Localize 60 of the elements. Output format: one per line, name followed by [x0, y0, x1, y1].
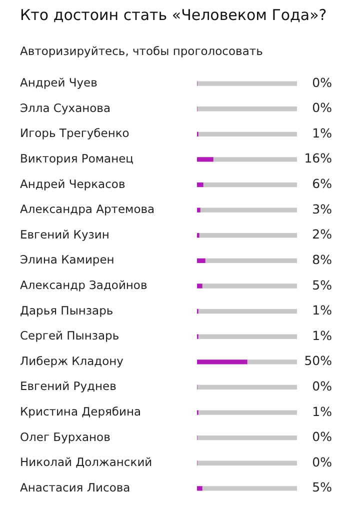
bar	[197, 384, 297, 390]
data-label: 6%	[312, 176, 332, 192]
bar	[198, 233, 297, 238]
bar	[197, 157, 214, 162]
bar	[212, 157, 297, 162]
y-tick-label: Евгений Кузин	[20, 227, 110, 242]
data-label: 1%	[312, 328, 332, 343]
data-label: 5%	[312, 480, 332, 495]
data-label: 1%	[312, 302, 332, 318]
data-label: 8%	[312, 252, 332, 267]
bar	[204, 258, 297, 264]
data-label: 2%	[312, 226, 332, 242]
data-label: 3%	[312, 201, 332, 216]
chart-subtitle: Авторизируйтесь, чтобы проголосовать	[20, 44, 263, 58]
bar	[200, 208, 297, 212]
bar	[197, 360, 248, 364]
data-label: 16%	[304, 150, 332, 166]
data-label: 1%	[312, 125, 332, 140]
y-tick-label: Анастасия Лисова	[20, 480, 130, 494]
y-tick-label: Олег Бурханов	[20, 430, 111, 444]
bar	[197, 284, 202, 288]
bar	[197, 436, 297, 440]
bar	[197, 106, 297, 112]
bar	[197, 81, 297, 86]
data-label: 0%	[312, 378, 332, 394]
data-label: 0%	[312, 74, 332, 90]
bar	[202, 182, 297, 188]
y-tick-label: Виктория Романец	[20, 151, 134, 166]
bar	[198, 334, 297, 339]
y-tick-label: Элина Камирен	[20, 252, 114, 267]
y-tick-label: Кристина Дерябина	[20, 404, 142, 419]
data-label: 50%	[304, 353, 332, 368]
y-tick-label: Андрей Черкасов	[20, 176, 126, 191]
data-label: 5%	[312, 277, 332, 292]
bar	[197, 486, 202, 491]
bar	[198, 308, 297, 314]
y-tick-label: Николай Должанский	[20, 455, 152, 470]
y-tick-label: Либерж Кладону	[20, 354, 124, 368]
y-tick-label: Александр Задойнов	[20, 278, 148, 292]
y-tick-label: Сергей Пынзарь	[20, 328, 120, 343]
chart-title: Кто достоин стать «Человеком Года»?	[20, 6, 327, 24]
data-label: 0%	[312, 429, 332, 444]
y-tick-label: Александра Артемова	[20, 202, 155, 216]
bar	[198, 132, 297, 136]
y-tick-label: Игорь Трегубенко	[20, 126, 130, 140]
y-tick-label: Элла Суханова	[20, 100, 111, 115]
data-label: 1%	[312, 404, 332, 419]
bar	[197, 460, 297, 466]
bar	[202, 486, 297, 491]
bar	[197, 208, 200, 212]
bar	[202, 284, 297, 288]
data-label: 0%	[312, 100, 332, 116]
bar	[198, 410, 297, 415]
data-label: 0%	[312, 454, 332, 470]
bar	[246, 360, 297, 364]
y-tick-label: Евгений Руднев	[20, 379, 117, 394]
bar	[197, 258, 206, 264]
y-tick-label: Дарья Пынзарь	[20, 303, 114, 318]
bar	[197, 182, 204, 188]
y-tick-label: Андрей Чуев	[20, 76, 98, 90]
